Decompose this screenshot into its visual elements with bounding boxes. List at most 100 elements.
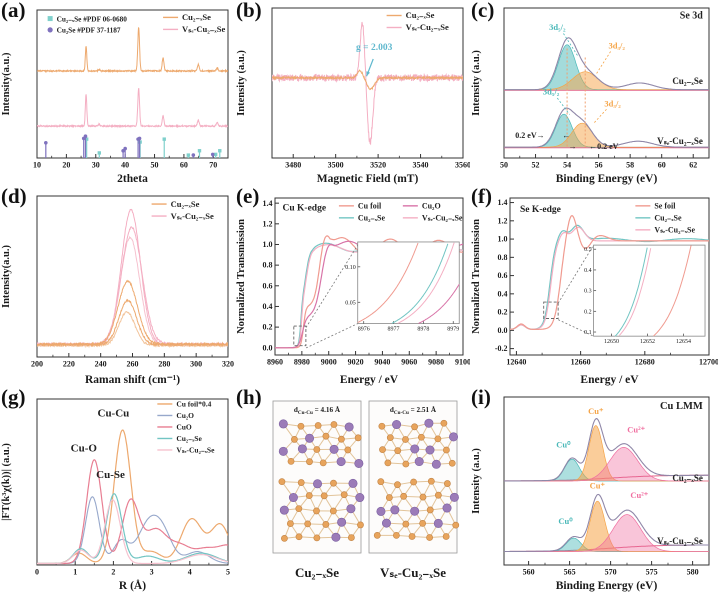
svg-text:60: 60 (180, 161, 188, 170)
svg-text:8980: 8980 (294, 358, 310, 367)
panel-i: (i) 560 565 570 575 580 Binding Energy (eV) In… (470, 385, 718, 593)
svg-text:0.0: 0.0 (498, 326, 508, 335)
raman-chart: 200 220 240 260 280 300 320 Raman shift (cm⁻¹) I… (0, 186, 235, 387)
svg-text:Cu₂₋ₓSe: Cu₂₋ₓSe (176, 434, 202, 443)
svg-text:58: 58 (626, 161, 634, 170)
svg-text:260: 260 (127, 360, 139, 369)
svg-text:60: 60 (658, 161, 666, 170)
svg-text:1.0: 1.0 (498, 235, 508, 244)
svg-text:Intensity (a.u.): Intensity (a.u.) (236, 50, 247, 116)
svg-text:0: 0 (35, 568, 39, 577)
svg-text:Vₛₑ-Cu₂₋ₓSe: Vₛₑ-Cu₂₋ₓSe (380, 565, 446, 580)
svg-text:Cu⁺: Cu⁺ (590, 481, 606, 491)
svg-text:12640: 12640 (506, 358, 526, 367)
svg-text:220: 220 (63, 360, 75, 369)
svg-text:62: 62 (689, 161, 697, 170)
panel-a-letter: (a) (1, 0, 26, 22)
svg-text:Magnetic Field (mT): Magnetic Field (mT) (317, 173, 419, 185)
svg-text:Vₛₑ-Cu₂₋ₓSe: Vₛₑ-Cu₂₋ₓSe (182, 24, 225, 34)
svg-text:320: 320 (222, 360, 234, 369)
svg-text:0.4: 0.4 (263, 302, 273, 311)
svg-text:0.10: 0.10 (345, 265, 356, 271)
panel-g-letter: (g) (1, 385, 26, 409)
svg-text:0.2: 0.2 (263, 323, 273, 332)
svg-text:Cu⁰: Cu⁰ (558, 516, 573, 526)
svg-text:dCu-Cu = 4.16 Å: dCu-Cu = 4.16 Å (294, 405, 341, 416)
svg-text:8960: 8960 (267, 358, 283, 367)
svg-text:g = 2.003: g = 2.003 (356, 43, 393, 53)
svg-text:Cu-O: Cu-O (71, 442, 98, 454)
svg-text:12652: 12652 (640, 339, 655, 345)
svg-text:Cu⁺: Cu⁺ (588, 406, 604, 416)
svg-text:Cu²⁺: Cu²⁺ (630, 490, 648, 500)
svg-text:12700: 12700 (699, 358, 718, 367)
svg-text:12650: 12650 (604, 339, 619, 345)
svg-text:3d₃/₂: 3d₃/₂ (604, 98, 621, 108)
svg-text:Vₛₑ-Cu₂₋ₓSe: Vₛₑ-Cu₂₋ₓSe (176, 446, 215, 455)
svg-text:Vₛₑ-Cu₂₋ₓSe: Vₛₑ-Cu₂₋ₓSe (171, 211, 214, 221)
svg-text:2: 2 (111, 568, 115, 577)
svg-text:9000: 9000 (321, 358, 337, 367)
svg-text:565: 565 (564, 568, 576, 577)
svg-text:0.1: 0.1 (584, 330, 592, 336)
cu-lmm-chart: 560 565 570 575 580 Binding Energy (eV) Intens… (470, 387, 718, 593)
cu-kedge-chart: 8960 8980 9000 9020 9040 9060 9080 9100 0.0 0.2 0.… (235, 186, 470, 387)
svg-text:1.2: 1.2 (498, 216, 508, 225)
svg-text:3: 3 (150, 568, 154, 577)
svg-text:575: 575 (646, 568, 658, 577)
svg-text:Vₛₑ-Cu₂₋ₓSe: Vₛₑ-Cu₂₋ₓSe (657, 536, 703, 546)
svg-text:3d₅/₂: 3d₅/₂ (549, 22, 566, 32)
svg-text:0.8: 0.8 (498, 253, 508, 262)
svg-text:8978: 8978 (417, 327, 429, 333)
svg-text:←0.2 eV: ←0.2 eV (589, 142, 619, 151)
svg-text:30: 30 (92, 161, 100, 170)
svg-text:8977: 8977 (388, 327, 400, 333)
svg-text:Cu₂₋ₓSe: Cu₂₋ₓSe (358, 214, 386, 223)
svg-text:0.6: 0.6 (498, 271, 508, 280)
svg-text:Binding Energy (eV): Binding Energy (eV) (556, 173, 658, 185)
svg-text:3d₅/₂: 3d₅/₂ (543, 86, 560, 96)
svg-text:1.4: 1.4 (498, 198, 508, 207)
svg-text:5: 5 (226, 568, 230, 577)
svg-text:3500: 3500 (328, 161, 344, 170)
svg-text:1: 1 (73, 568, 77, 577)
svg-text:Cu₂₋ₓSe #PDF 06-0680: Cu₂₋ₓSe #PDF 06-0680 (57, 15, 128, 24)
svg-text:50: 50 (151, 161, 159, 170)
panel-e: (e) 8960 8980 9000 9020 9040 9060 9080 9100 0.0 0… (235, 184, 470, 387)
panel-g: (g) 0 1 2 3 4 5 R (Å) |FT(k³χ(k))| (a.u.) Cu foi… (0, 385, 235, 593)
svg-text:3560: 3560 (455, 161, 470, 170)
svg-text:20: 20 (62, 161, 70, 170)
svg-text:Normalized Transmission: Normalized Transmission (471, 219, 482, 334)
svg-text:Cu₂₋ₓSe: Cu₂₋ₓSe (654, 214, 682, 223)
svg-text:3540: 3540 (413, 161, 429, 170)
svg-text:Vₛₑ-Cu₂₋ₓSe: Vₛₑ-Cu₂₋ₓSe (657, 136, 703, 146)
epr-chart: 3480 3500 3520 3540 3560 Magnetic Field (mT) I… (235, 0, 470, 186)
svg-text:240: 240 (95, 360, 107, 369)
svg-text:8979: 8979 (447, 327, 459, 333)
svg-text:0.4: 0.4 (584, 268, 592, 274)
svg-text:Cu₂₋ₓSe: Cu₂₋ₓSe (406, 10, 435, 20)
svg-text:Cu K-edge: Cu K-edge (283, 204, 327, 214)
svg-text:40: 40 (121, 161, 129, 170)
svg-text:560: 560 (523, 568, 535, 577)
svg-text:10: 10 (33, 161, 41, 170)
svg-text:1.4: 1.4 (263, 199, 273, 208)
svg-text:56: 56 (595, 161, 603, 170)
svg-text:0.3: 0.3 (584, 289, 592, 295)
svg-text:3480: 3480 (285, 161, 301, 170)
svg-text:Intensity (a.u.): Intensity (a.u.) (471, 50, 482, 116)
svg-text:Cu₂₋ₓSe: Cu₂₋ₓSe (672, 76, 703, 86)
svg-text:Se K-edge: Se K-edge (520, 205, 561, 215)
panel-d-letter: (d) (1, 184, 27, 208)
svg-text:←: ← (562, 131, 570, 140)
svg-text:Cu₂O: Cu₂O (176, 411, 194, 420)
svg-text:Vₛₑ-Cu₂₋ₓSe: Vₛₑ-Cu₂₋ₓSe (422, 214, 463, 223)
svg-text:-0.2: -0.2 (495, 344, 508, 353)
svg-text:0.2: 0.2 (584, 309, 592, 315)
svg-text:Raman shift (cm⁻¹): Raman shift (cm⁻¹) (85, 374, 180, 386)
panel-c: (c) 50 52 54 56 58 60 62 Binding Energy (eV) Int… (470, 0, 718, 186)
svg-text:4: 4 (188, 568, 192, 577)
panel-c-letter: (c) (471, 0, 495, 22)
panel-h: (h) dCu-Cu = 4.16 Å Cu₂₋ₓSe dCu-Cu = 2.51 … (235, 385, 470, 593)
